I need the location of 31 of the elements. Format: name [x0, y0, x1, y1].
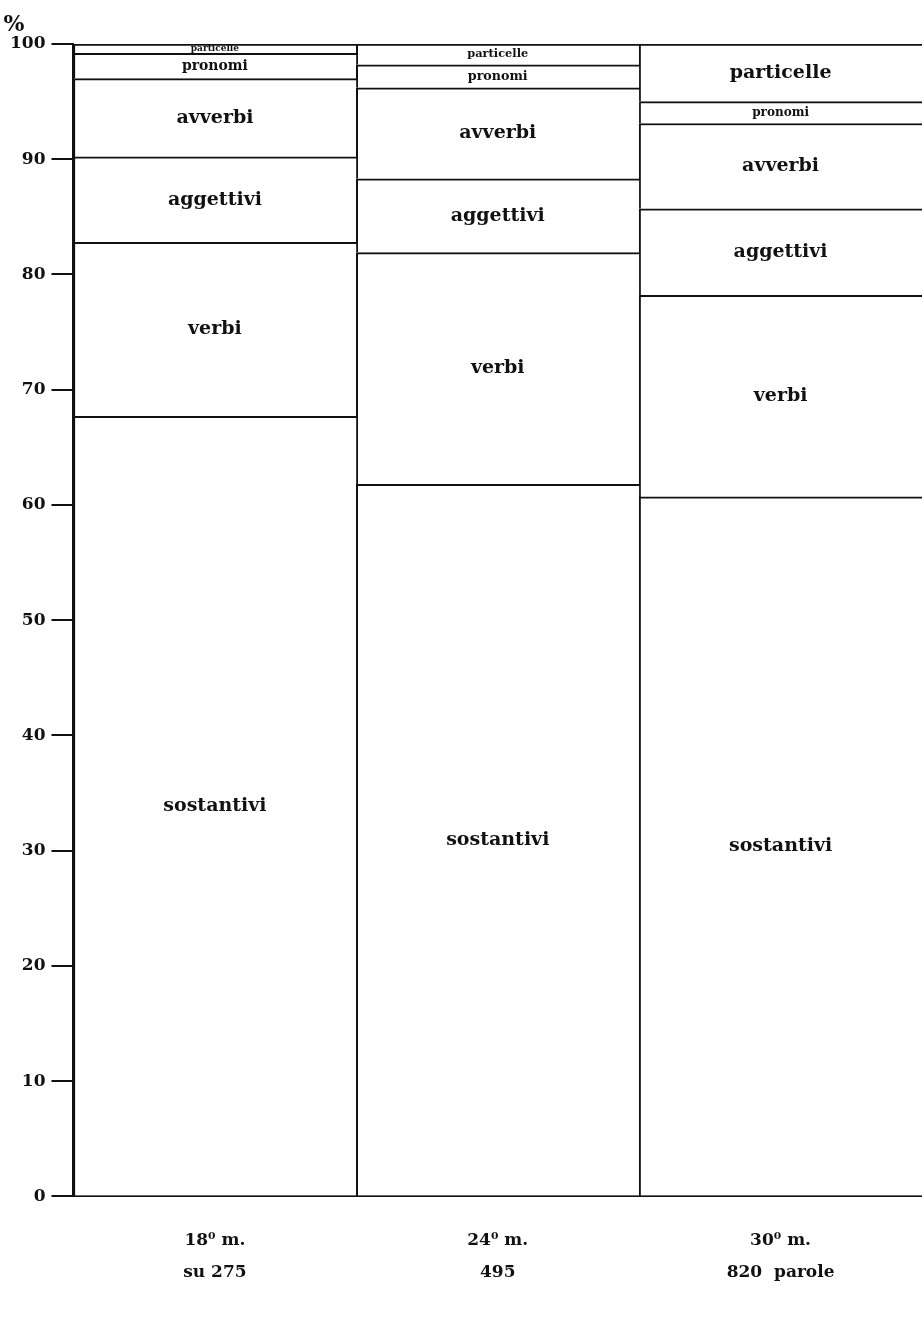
text: verbi	[753, 383, 808, 405]
series-label: pronomi	[467, 67, 528, 83]
text: pronomi	[752, 104, 810, 119]
x-tick-label: 18⁰ m. su 275	[183, 1228, 247, 1282]
y-tick-label: 80	[21, 262, 46, 283]
y-tick-label: 50	[21, 608, 46, 629]
text: particelle	[467, 46, 529, 61]
y-tick-label: 0	[33, 1184, 46, 1205]
text: pronomi	[181, 56, 248, 73]
text: avverbi	[459, 120, 537, 143]
series-label: sostantivi	[163, 792, 267, 815]
text: particelle	[729, 59, 832, 82]
series-label: particelle	[190, 42, 240, 53]
series-label: verbi	[187, 316, 242, 339]
y-tick-label: 60	[21, 493, 46, 514]
y-tick-label: 70	[21, 378, 46, 399]
y-tick-label: 40	[21, 723, 46, 744]
text: aggettivi	[733, 238, 828, 261]
text: sostantivi	[728, 833, 833, 856]
y-tick-label: 90	[21, 147, 46, 168]
text: avverbi	[742, 153, 820, 176]
y-tick-label: 10	[21, 1069, 46, 1090]
y-tick-label: 30	[21, 839, 46, 860]
x-tick-label: 24⁰ m. 495	[467, 1228, 529, 1282]
text: verbi	[470, 355, 525, 378]
text: sostantivi	[446, 826, 550, 849]
series-label: avverbi	[176, 104, 254, 127]
series-label: aggettivi	[450, 202, 545, 225]
x-tick-label: 30⁰ m. 820 parole	[726, 1228, 835, 1282]
text: aggettivi	[167, 186, 262, 209]
y-tick-label: 20	[21, 954, 46, 975]
